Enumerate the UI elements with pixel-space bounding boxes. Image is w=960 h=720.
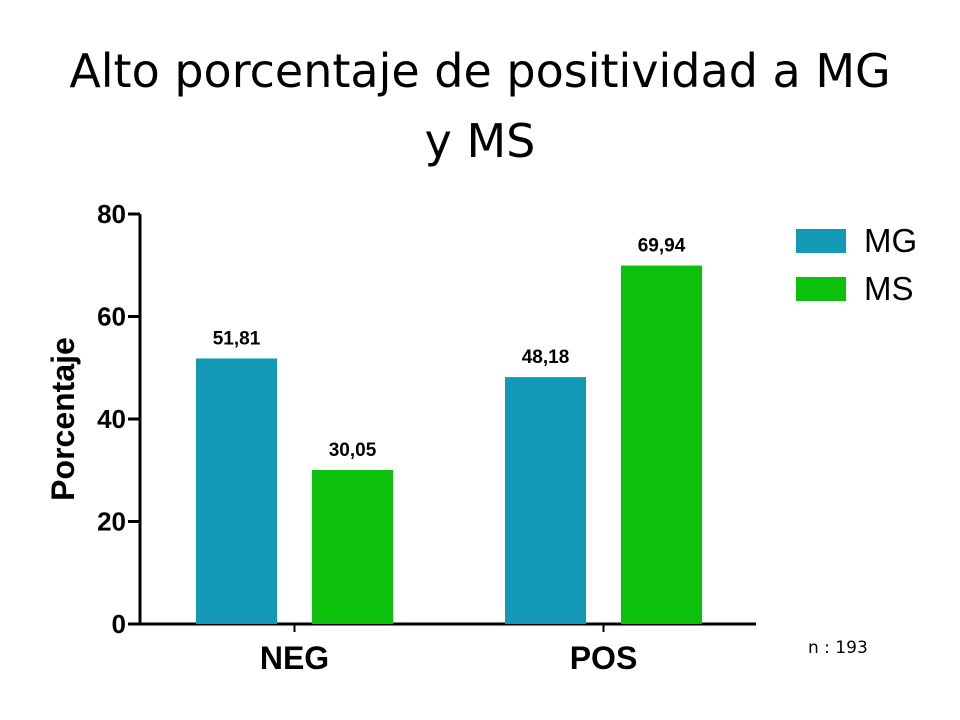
data-label: 48,18: [522, 347, 570, 368]
data-label: 69,94: [638, 236, 686, 257]
legend-swatch-mg: [796, 229, 846, 253]
y-tick-label: 0: [112, 609, 126, 639]
y-tick-label: 60: [97, 302, 126, 332]
y-tick-label: 40: [97, 404, 126, 434]
x-category-label: POS: [570, 640, 638, 676]
legend-swatch-ms: [796, 277, 846, 301]
legend-label-mg: MG: [864, 222, 917, 259]
legend-label-ms: MS: [864, 270, 914, 307]
bar-ms-neg: [312, 469, 393, 624]
bar-mg-neg: [196, 358, 277, 624]
bar-mg-pos: [505, 377, 586, 624]
sample-size-note: n : 193: [808, 638, 868, 658]
y-tick-label: 20: [97, 507, 126, 537]
data-label: 30,05: [329, 440, 377, 461]
bar-ms-pos: [621, 265, 702, 624]
x-category-label: NEG: [260, 640, 329, 676]
data-label: 51,81: [213, 328, 261, 349]
y-tick-label: 80: [97, 199, 126, 229]
slide-title: Alto porcentaje de positividad a MG y MS: [69, 44, 891, 168]
y-axis-title: Porcentaje: [45, 337, 81, 501]
